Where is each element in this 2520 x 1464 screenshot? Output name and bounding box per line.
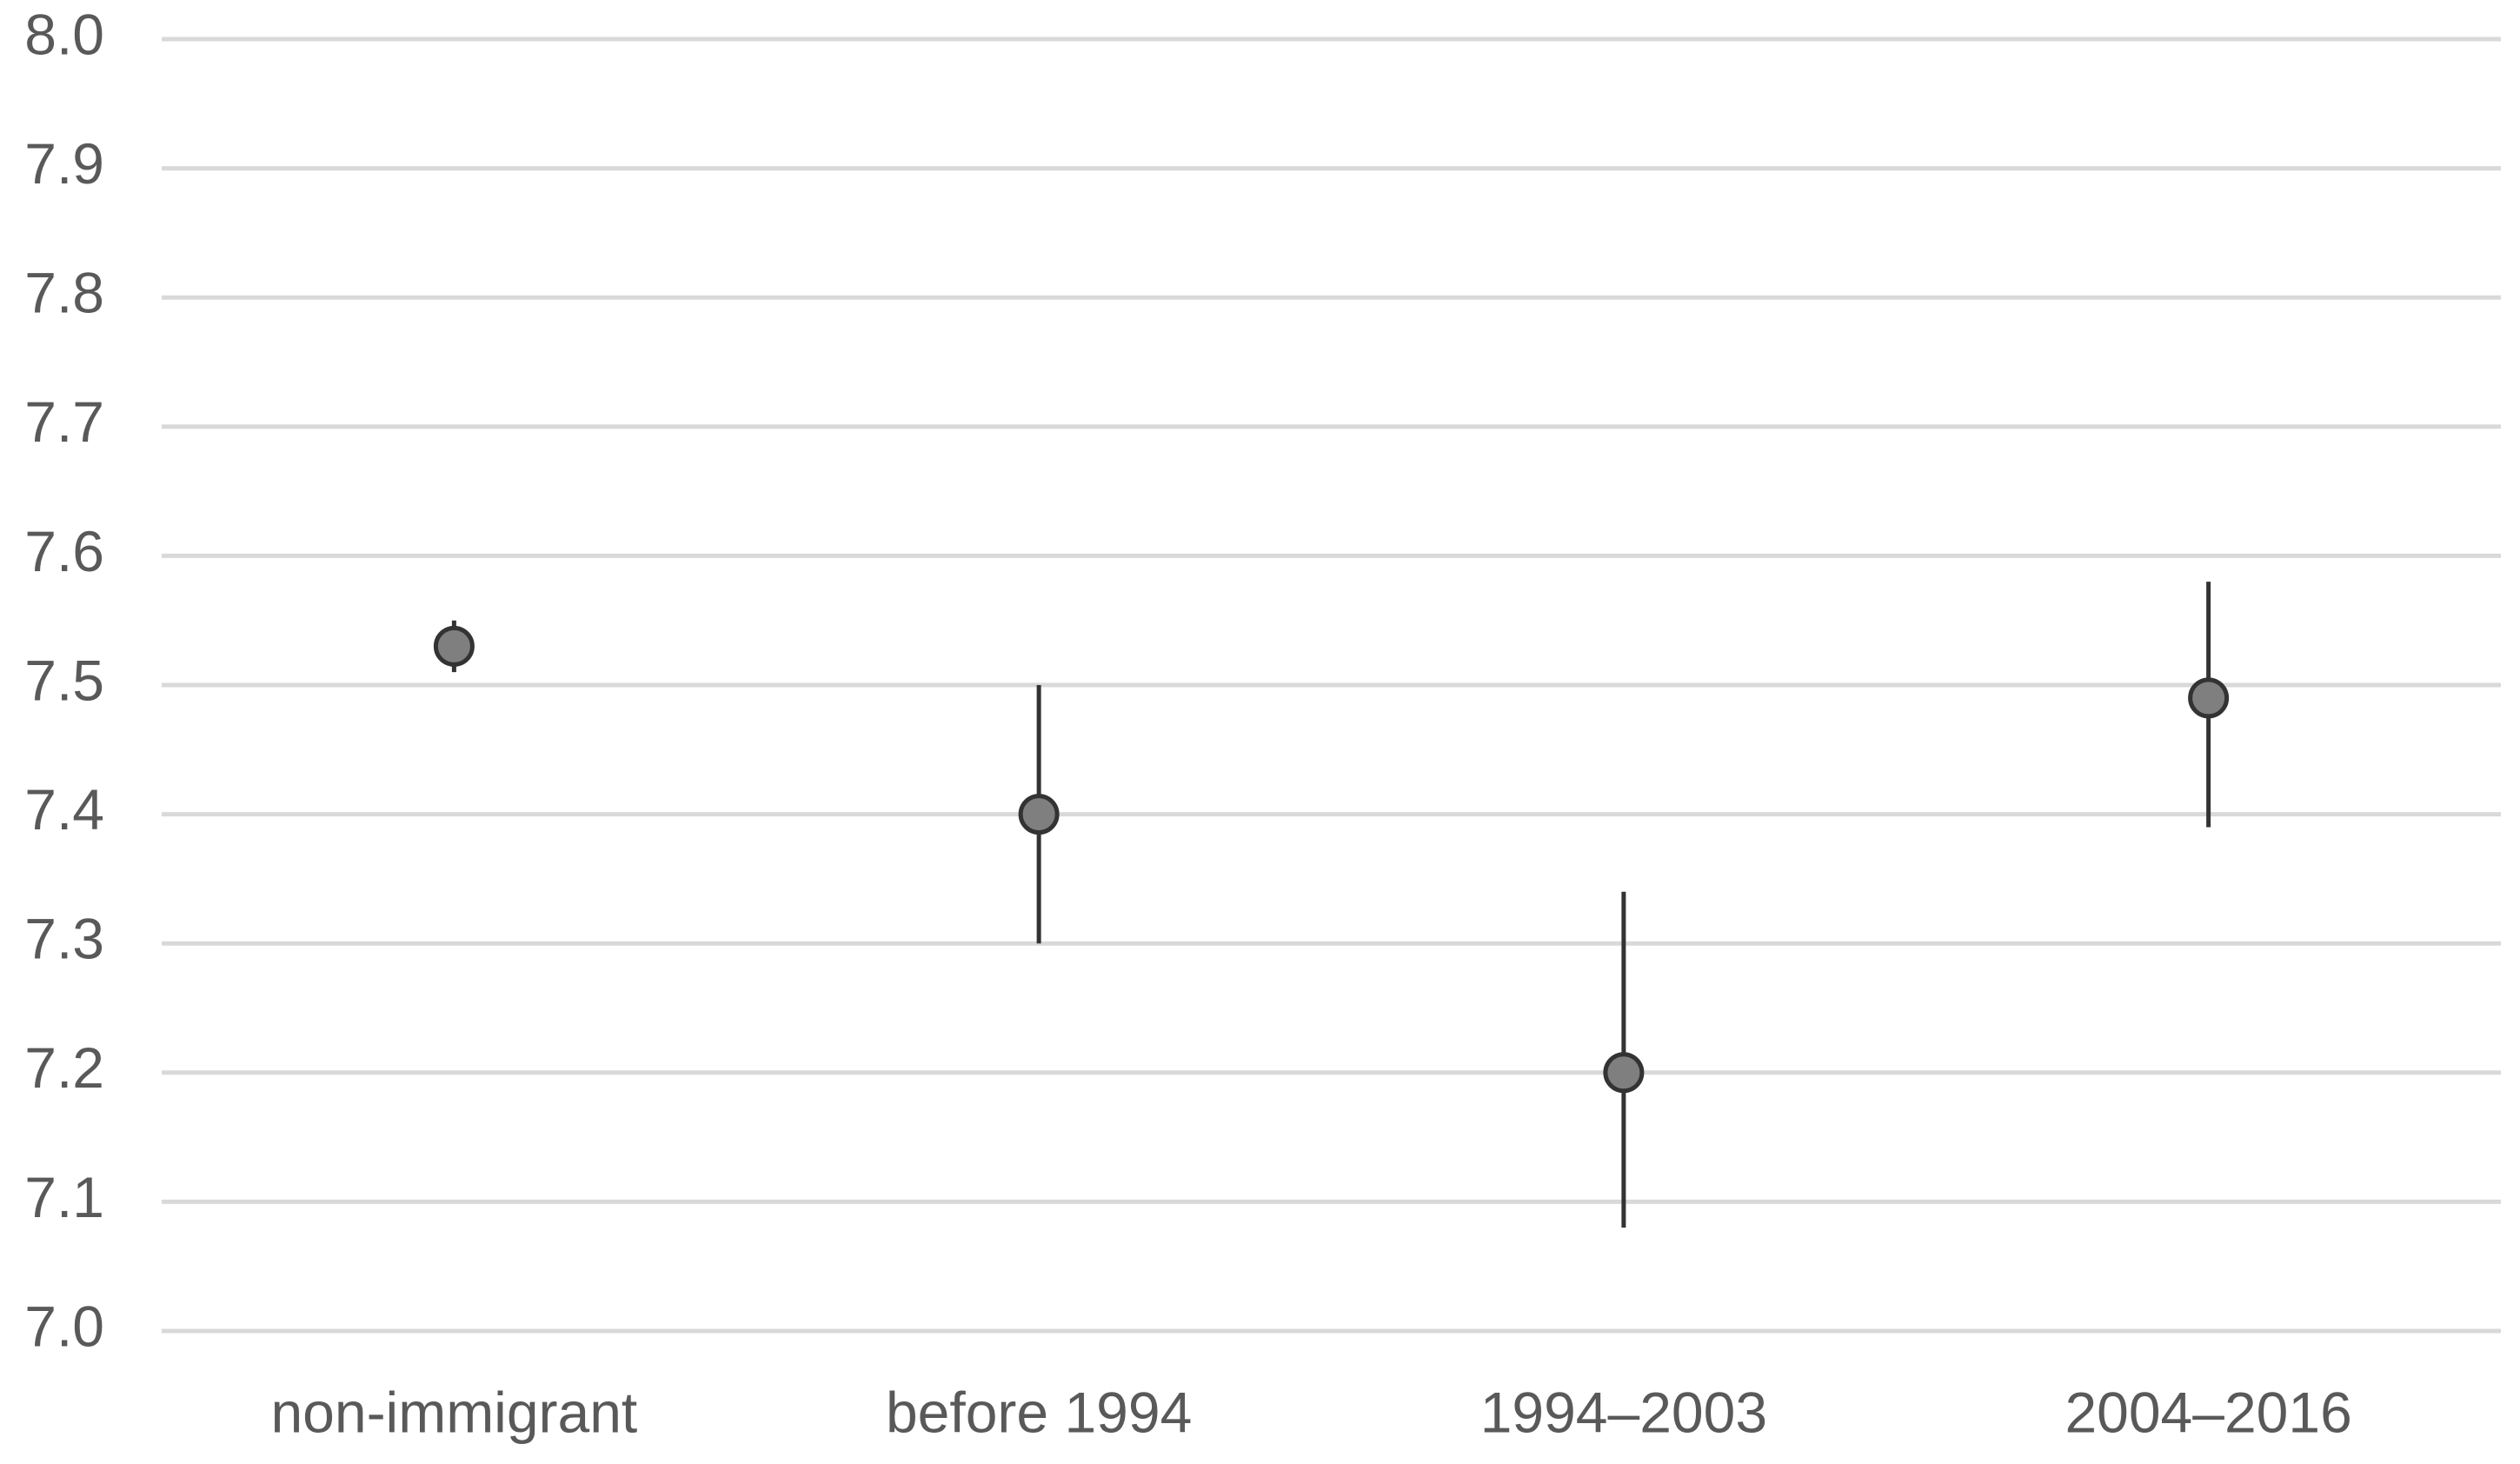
point: [433, 625, 475, 667]
y-tick-label: 7.4: [24, 777, 104, 842]
y-tick-label: 7.8: [24, 261, 104, 325]
point: [1603, 1052, 1645, 1094]
point: [2188, 677, 2230, 719]
x-tick-label: non-immigrant: [270, 1380, 637, 1444]
y-tick-label: 8.0: [24, 2, 104, 66]
x-tick-label: 1994–2003: [1480, 1380, 1767, 1444]
y-tick-label: 7.9: [24, 131, 104, 196]
y-tick-label: 7.7: [24, 389, 104, 454]
y-tick-label: 7.6: [24, 519, 104, 583]
x-tick-label: before 1994: [886, 1380, 1192, 1444]
y-tick-label: 7.3: [24, 907, 104, 971]
y-tick-label: 7.2: [24, 1035, 104, 1100]
point: [1018, 794, 1060, 835]
y-tick-label: 7.0: [24, 1294, 104, 1358]
y-tick-label: 7.1: [24, 1165, 104, 1229]
y-tick-label: 7.5: [24, 648, 104, 712]
x-tick-label: 2004–2016: [2065, 1380, 2351, 1444]
